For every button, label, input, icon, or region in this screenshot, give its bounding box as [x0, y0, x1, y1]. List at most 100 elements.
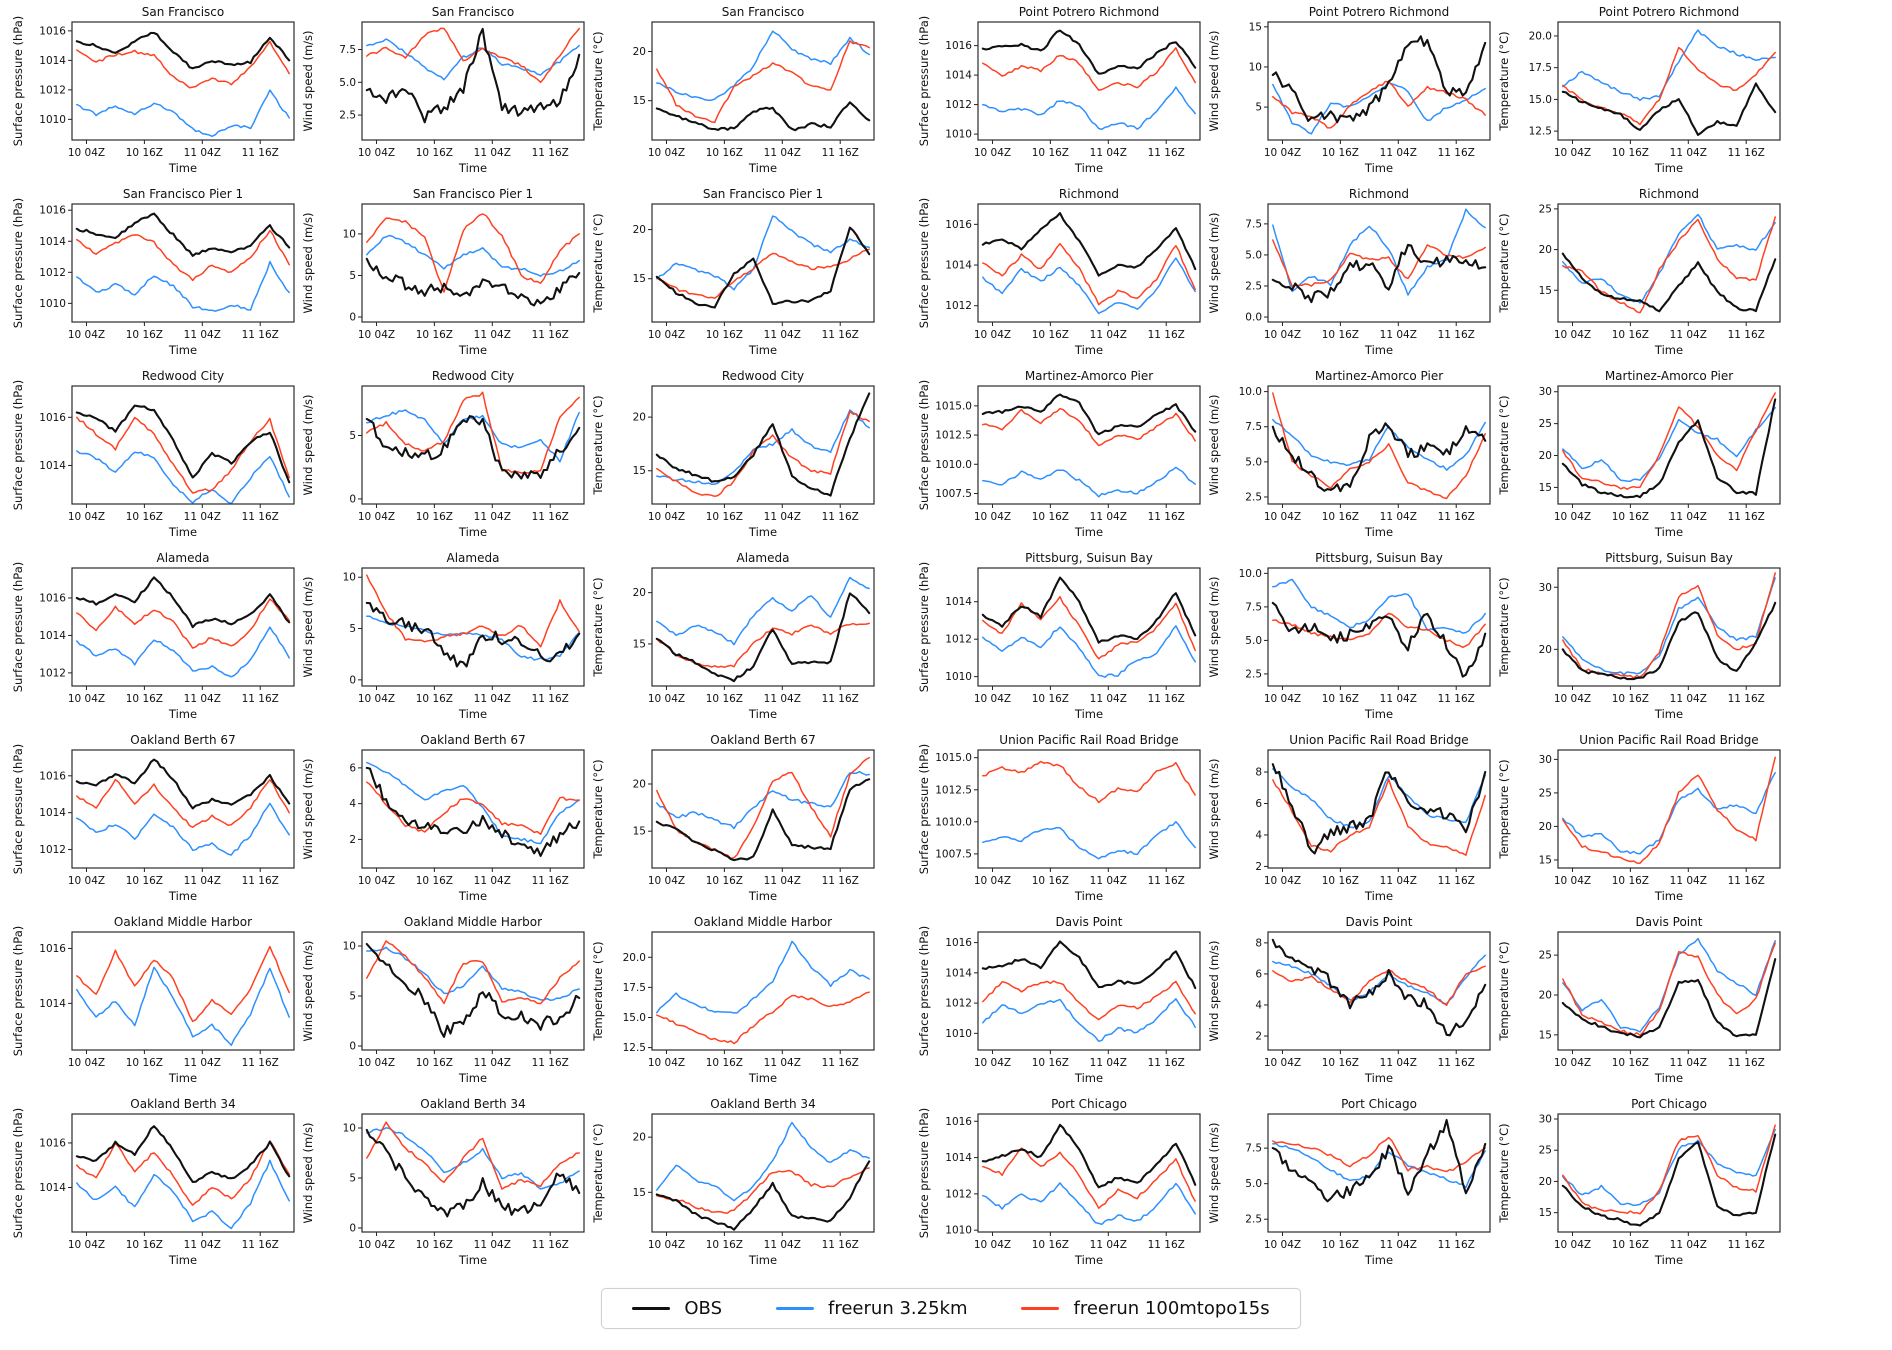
series-line-obs: [981, 29, 1197, 75]
x-tick-label: 11 04Z: [1670, 693, 1707, 705]
subplot-san-francisco-pressure: San Francisco Surface pressure (hPa) 1010 1…: [10, 4, 300, 186]
x-tick-label: 10 04Z: [1554, 147, 1591, 159]
obs-line-swatch: [632, 1307, 671, 1310]
series-line-freerun_100mtopo15s: [366, 940, 580, 1005]
series-line-freerun_3_25km: [982, 1182, 1196, 1226]
y-tick-label: 1014: [39, 630, 66, 642]
x-tick-label: 11 04Z: [764, 147, 801, 159]
y-tick-label: 1014: [39, 1182, 66, 1194]
y-tick-label: 1012.5: [935, 430, 972, 442]
chart-svg: Oakland Berth 67 Surface pressure (hPa) 10…: [11, 733, 295, 903]
legend-row: OBS freerun 3.25km freerun 100mtopo15s: [10, 1288, 1892, 1329]
x-tick-label: 11 16Z: [532, 1057, 569, 1069]
x-tick-label: 11 04Z: [474, 511, 511, 523]
x-tick-label: 11 16Z: [242, 329, 279, 341]
chart-svg: San Francisco Pier 1 Surface pressure (hP…: [11, 187, 295, 357]
series-line-freerun_3_25km: [982, 466, 1196, 498]
series-line-obs: [1271, 422, 1487, 493]
series-line-freerun_3_25km: [1562, 29, 1776, 102]
plot-title: Oakland Berth 34: [420, 1097, 525, 1111]
series-line-freerun_100mtopo15s: [1272, 392, 1486, 500]
y-tick-label: 25: [1539, 950, 1552, 962]
y-tick-label: 5.0: [1245, 635, 1262, 647]
x-tick-label: 11 04Z: [184, 1239, 221, 1251]
chart-svg: Point Potrero Richmond Surface pressure (…: [917, 5, 1201, 175]
axes-frame: [1267, 749, 1491, 869]
y-tick-label: 15: [1539, 1207, 1552, 1219]
subplot-alameda-temperature: Alameda Temperature (°C) 15 20 10 04Z 10 16Z 1…: [590, 550, 880, 732]
x-tick-label: 11 16Z: [242, 1057, 279, 1069]
y-tick-label: 1014: [945, 596, 972, 608]
axes-frame: [1557, 567, 1781, 687]
y-tick-label: 10.0: [1239, 386, 1262, 398]
x-axis-label: Time: [1074, 525, 1103, 539]
subplot-union-pacific-rail-road-bridge-pressure: Union Pacific Rail Road Bridge Surface pr…: [916, 732, 1206, 914]
x-axis-label: Time: [168, 161, 197, 175]
series-line-freerun_100mtopo15s: [366, 781, 580, 836]
chart-svg: Davis Point Surface pressure (hPa) 1010 101…: [917, 915, 1201, 1085]
x-axis-label: Time: [1654, 343, 1683, 357]
x-tick-label: 10 04Z: [974, 511, 1011, 523]
subplot-union-pacific-rail-road-bridge-wind: Union Pacific Rail Road Bridge Wind speed…: [1206, 732, 1496, 914]
y-tick-label: 15: [1539, 854, 1552, 866]
x-tick-label: 11 04Z: [1670, 147, 1707, 159]
series-line-freerun_100mtopo15s: [656, 1167, 870, 1214]
subplot-pittsburg-suisun-bay-temperature: Pittsburg, Suisun Bay Temperature (°C) 20 3…: [1496, 550, 1786, 732]
axes-frame: [977, 931, 1201, 1051]
y-tick-label: 1014: [39, 807, 66, 819]
plot-title: Oakland Berth 67: [420, 733, 525, 747]
x-tick-label: 10 16Z: [1322, 693, 1359, 705]
series-line-obs: [1561, 82, 1777, 136]
y-tick-label: 1012: [39, 84, 66, 96]
x-tick-label: 10 16Z: [126, 511, 163, 523]
axes-frame: [71, 385, 295, 505]
series-line-freerun_100mtopo15s: [76, 778, 290, 829]
series-line-freerun_3_25km: [1562, 213, 1776, 304]
subplot-point-potrero-richmond-pressure: Point Potrero Richmond Surface pressure (…: [916, 4, 1206, 186]
plot-title: Alameda: [447, 551, 500, 565]
x-tick-label: 11 04Z: [1670, 1057, 1707, 1069]
subplot-san-francisco-pier-1-pressure: San Francisco Pier 1 Surface pressure (hP…: [10, 186, 300, 368]
series-line-freerun_100mtopo15s: [366, 1121, 580, 1190]
series-line-freerun_3_25km: [656, 576, 870, 646]
y-tick-label: 20: [1539, 989, 1552, 1001]
x-tick-label: 10 16Z: [126, 1239, 163, 1251]
series-line-obs: [365, 942, 581, 1038]
x-tick-label: 10 16Z: [126, 147, 163, 159]
x-tick-label: 11 16Z: [1728, 329, 1765, 341]
x-tick-label: 11 16Z: [1438, 1239, 1475, 1251]
x-tick-label: 10 16Z: [1032, 329, 1069, 341]
series-line-freerun_100mtopo15s: [366, 27, 580, 84]
series-line-freerun_3_25km: [76, 966, 290, 1047]
x-tick-label: 11 04Z: [1380, 875, 1417, 887]
subplot-union-pacific-rail-road-bridge-temperature: Union Pacific Rail Road Bridge Temperatur…: [1496, 732, 1786, 914]
x-axis-label: Time: [168, 1071, 197, 1085]
series-line-freerun_3_25km: [366, 1127, 580, 1190]
plot-title: Oakland Middle Harbor: [694, 915, 832, 929]
x-axis-label: Time: [1074, 343, 1103, 357]
y-tick-label: 1012: [945, 998, 972, 1010]
chart-svg: Oakland Berth 34 Temperature (°C) 15 20 10 0…: [591, 1097, 875, 1267]
y-tick-label: 7.5: [1245, 601, 1262, 613]
y-tick-label: 20.0: [1529, 30, 1552, 42]
x-tick-label: 10 16Z: [1612, 875, 1649, 887]
x-axis-label: Time: [748, 161, 777, 175]
x-tick-label: 10 16Z: [706, 1057, 743, 1069]
x-tick-label: 10 16Z: [706, 875, 743, 887]
x-tick-label: 10 04Z: [648, 147, 685, 159]
y-tick-label: 1012: [39, 667, 66, 679]
series-line-freerun_3_25km: [656, 1121, 870, 1202]
x-tick-label: 11 16Z: [532, 329, 569, 341]
x-tick-label: 10 16Z: [706, 511, 743, 523]
subplot-grid: San Francisco Surface pressure (hPa) 1010 1…: [10, 4, 1892, 1278]
y-tick-label: 0.0: [1245, 312, 1262, 324]
y-tick-label: 30: [1539, 386, 1552, 398]
series-line-freerun_3_25km: [1272, 208, 1486, 296]
chart-svg: Oakland Berth 34 Wind speed (m/s) 0 5 10 10 0…: [301, 1097, 585, 1267]
x-tick-label: 10 16Z: [416, 329, 453, 341]
series-line-freerun_3_25km: [656, 409, 870, 485]
x-tick-label: 11 16Z: [1148, 1057, 1185, 1069]
series-line-freerun_100mtopo15s: [982, 595, 1196, 660]
subplot-oakland-middle-harbor-pressure: Oakland Middle Harbor Surface pressure (h…: [10, 914, 300, 1096]
